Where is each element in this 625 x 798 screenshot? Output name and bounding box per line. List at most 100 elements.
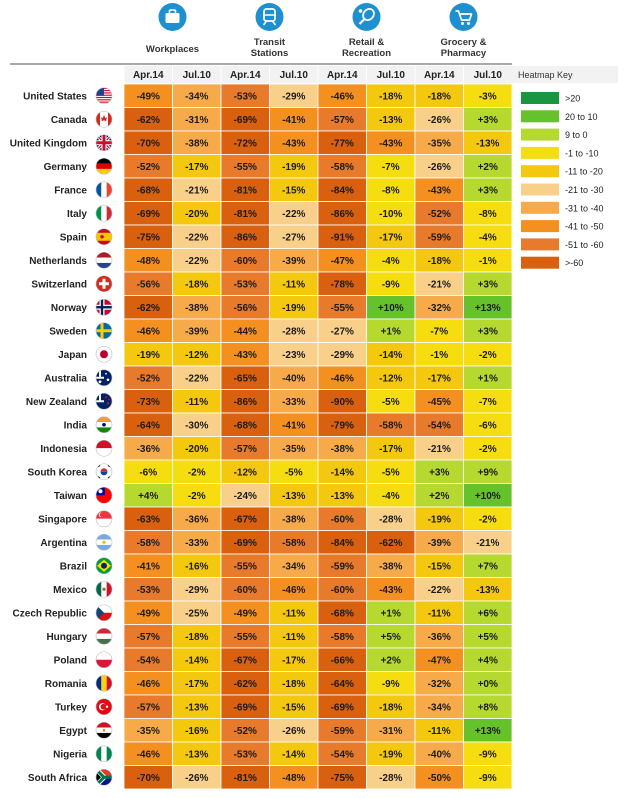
cell-value: -18% [379, 702, 402, 713]
cell-value: -9% [382, 279, 400, 290]
cell-value: -36% [137, 444, 160, 455]
cell-value: -14% [379, 350, 402, 361]
italy-flag-icon [95, 204, 113, 222]
column-header-bg [221, 66, 269, 83]
cell-value: -50% [428, 773, 451, 784]
key-header-bg [510, 66, 618, 83]
cell-value: +0% [478, 679, 498, 690]
cell-value: -55% [234, 162, 257, 173]
cell-value: -6% [139, 467, 157, 478]
column-header-bg [464, 66, 512, 83]
egypt-flag-icon [95, 721, 113, 739]
cell-value: -14% [331, 467, 354, 478]
key-label: >-60 [565, 258, 583, 268]
country-label: Romania [45, 679, 88, 690]
cell-value: -12% [234, 467, 257, 478]
cell-value: -30% [185, 420, 208, 431]
cell-value: -3% [479, 91, 497, 102]
cell-value: -84% [331, 185, 354, 196]
spain-flag-icon [95, 228, 113, 246]
cell-value: -66% [331, 655, 354, 666]
cell-value: -47% [428, 655, 451, 666]
key-label: -1 to -10 [565, 148, 599, 158]
cell-value: -38% [331, 444, 354, 455]
train-icon [255, 3, 284, 31]
cell-value: -53% [234, 279, 257, 290]
cell-value: -22% [185, 232, 208, 243]
cell-value: -34% [282, 561, 305, 572]
cell-value: -39% [428, 538, 451, 549]
cell-value: -75% [137, 232, 160, 243]
cell-value: -69% [234, 115, 257, 126]
cell-value: -86% [331, 209, 354, 220]
category-label: Transit [254, 37, 286, 48]
cell-value: -9% [479, 773, 497, 784]
cell-value: -75% [331, 773, 354, 784]
cell-value: +6% [478, 608, 498, 619]
cell-value: -2% [188, 467, 206, 478]
cell-value: -12% [185, 350, 208, 361]
cell-value: -36% [428, 632, 451, 643]
cell-value: -19% [379, 749, 402, 760]
cell-value: -13% [379, 115, 402, 126]
shopping-cart-icon [449, 3, 478, 31]
cell-value: -58% [331, 162, 354, 173]
cell-value: -38% [282, 514, 305, 525]
cell-value: -33% [185, 538, 208, 549]
heatmap-cell [463, 765, 513, 790]
cell-value: -47% [331, 256, 354, 267]
cell-value: +9% [478, 467, 498, 478]
cell-value: -28% [379, 514, 402, 525]
cell-value: -86% [234, 397, 257, 408]
country-label: United States [23, 91, 87, 102]
cell-value: -59% [331, 561, 354, 572]
country-label: Taiwan [54, 491, 87, 502]
poland-flag-icon [95, 651, 113, 669]
norway-flag-icon [95, 298, 113, 316]
country-label: New Zealand [26, 397, 87, 408]
cell-value: -65% [234, 373, 257, 384]
cell-value: -46% [331, 91, 354, 102]
country-label: Mexico [53, 585, 87, 596]
cell-value: -32% [428, 303, 451, 314]
column-header: Jul.10 [377, 70, 406, 81]
indonesia-flag-icon [95, 439, 113, 457]
cell-value: -6% [479, 420, 497, 431]
cell-value: -41% [282, 115, 305, 126]
canada-flag-icon [95, 110, 113, 128]
cell-value: -91% [331, 232, 354, 243]
south-korea-flag-icon [95, 463, 113, 481]
cell-value: -18% [185, 279, 208, 290]
cell-value: +1% [381, 608, 401, 619]
column-header-bg [367, 66, 415, 83]
netherlands-flag-icon [95, 251, 113, 269]
key-swatch [521, 128, 559, 141]
cell-value: -81% [234, 185, 257, 196]
cell-value: -79% [331, 420, 354, 431]
czech-flag-icon [95, 604, 113, 622]
cell-value: -52% [137, 162, 160, 173]
nigeria-flag-icon [95, 745, 113, 763]
cell-value: -32% [428, 679, 451, 690]
india-flag-icon [95, 416, 113, 434]
cell-value: -16% [185, 726, 208, 737]
cell-value: -17% [379, 444, 402, 455]
cell-value: -29% [282, 91, 305, 102]
cell-value: -41% [137, 561, 160, 572]
cell-value: -21% [428, 279, 451, 290]
cell-value: -48% [137, 256, 160, 267]
cell-value: -49% [137, 608, 160, 619]
cell-value: -34% [428, 702, 451, 713]
cell-value: -10% [379, 209, 402, 220]
country-label: Hungary [46, 632, 87, 643]
country-label: Poland [54, 655, 87, 666]
uk-flag-icon [95, 134, 113, 152]
cell-value: -62% [137, 115, 160, 126]
category-label: Pharmacy [441, 48, 487, 59]
category-label: Retail & [349, 37, 385, 48]
country-label: Indonesia [40, 444, 87, 455]
key-swatch [521, 238, 559, 251]
briefcase-icon [158, 3, 187, 31]
cell-value: -55% [234, 561, 257, 572]
column-header-bg [415, 66, 463, 83]
